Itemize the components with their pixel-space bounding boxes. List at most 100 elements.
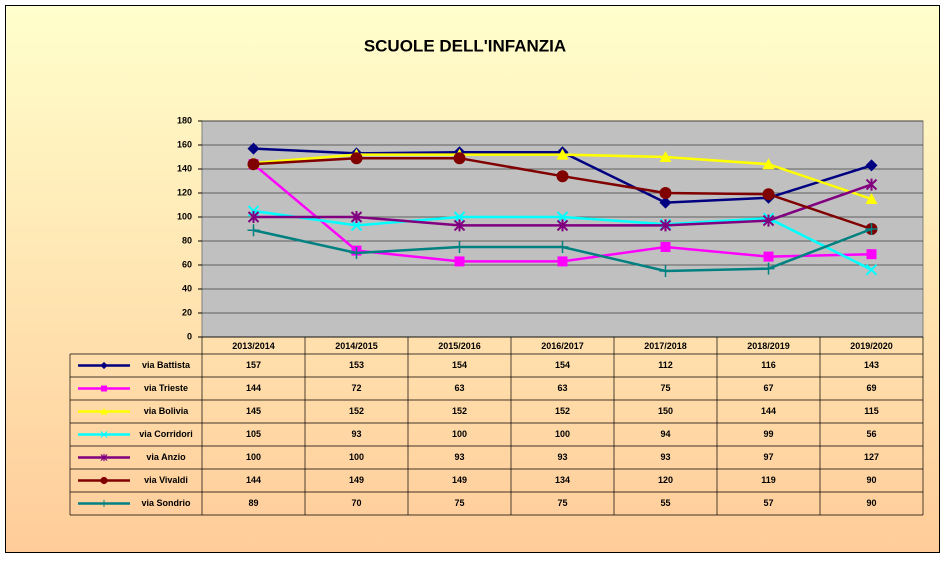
marker [763, 251, 774, 262]
x-tick-label: 2016/2017 [541, 341, 584, 351]
table-value: 69 [866, 383, 876, 393]
table-value: 100 [452, 429, 467, 439]
marker [659, 196, 672, 209]
marker [247, 224, 260, 237]
marker [865, 178, 878, 191]
y-tick-label: 100 [177, 211, 192, 221]
table-value: 75 [557, 498, 567, 508]
y-tick-label: 80 [182, 235, 192, 245]
marker [453, 152, 466, 165]
marker [557, 256, 568, 267]
table-value: 72 [351, 383, 361, 393]
legend-label: via Battista [142, 360, 191, 370]
legend-key-marker [101, 385, 107, 392]
marker [556, 170, 569, 183]
table-value: 145 [246, 406, 261, 416]
marker [659, 151, 672, 162]
legend-key-marker [100, 476, 108, 485]
table-value: 152 [555, 406, 570, 416]
table-value: 75 [660, 383, 670, 393]
table-value: 149 [452, 475, 467, 485]
table-value: 93 [351, 429, 361, 439]
table-value: 93 [557, 452, 567, 462]
table-value: 119 [761, 475, 776, 485]
x-tick-label: 2015/2016 [438, 341, 481, 351]
x-tick-label: 2018/2019 [747, 341, 790, 351]
chart-title: SCUOLE DELL'INFANZIA [364, 36, 566, 55]
y-tick-label: 180 [177, 115, 192, 125]
marker [866, 249, 877, 260]
table-value: 97 [763, 452, 773, 462]
legend-label: via Anzio [146, 452, 186, 462]
legend-label: via Corridori [139, 429, 193, 439]
marker [556, 211, 569, 223]
table-value: 120 [658, 475, 673, 485]
marker [762, 158, 775, 170]
table-value: 94 [660, 429, 670, 439]
marker [453, 211, 466, 223]
marker [247, 211, 260, 223]
table-value: 116 [761, 360, 776, 370]
table-value: 105 [246, 429, 261, 439]
table-value: 93 [454, 452, 464, 462]
table-value: 56 [866, 429, 876, 439]
y-tick-label: 20 [182, 307, 192, 317]
y-tick-label: 0 [187, 331, 192, 341]
table-value: 144 [246, 383, 261, 393]
marker [350, 247, 363, 259]
table-value: 154 [452, 360, 467, 370]
table-value: 70 [351, 498, 361, 508]
marker [247, 142, 260, 155]
marker [556, 219, 569, 232]
table-value: 134 [555, 475, 570, 485]
table-value: 143 [864, 360, 879, 370]
y-tick-label: 40 [182, 283, 192, 293]
table-value: 55 [660, 498, 670, 508]
legend-key-marker [100, 407, 108, 415]
y-tick-label: 120 [177, 187, 192, 197]
table-value: 93 [660, 452, 670, 462]
marker [865, 264, 878, 276]
table-value: 112 [658, 360, 673, 370]
legend-label: via Sondrio [141, 498, 191, 508]
table-value: 89 [248, 498, 258, 508]
marker [350, 211, 363, 223]
table-value: 149 [349, 475, 364, 485]
x-tick-label: 2017/2018 [644, 341, 687, 351]
x-tick-label: 2014/2015 [335, 341, 378, 351]
legend-key-marker [100, 499, 108, 508]
marker [453, 219, 466, 232]
legend-key-marker [100, 431, 108, 438]
table-value: 57 [763, 498, 773, 508]
table-value: 99 [763, 429, 773, 439]
table-value: 150 [658, 406, 673, 416]
marker [762, 262, 775, 275]
marker [660, 242, 671, 252]
y-tick-label: 160 [177, 139, 192, 149]
marker [556, 241, 569, 253]
marker [659, 265, 672, 277]
marker [659, 219, 672, 232]
legend-label: via Vivaldi [144, 475, 188, 485]
table-value: 152 [349, 406, 364, 416]
table-value: 63 [454, 383, 464, 393]
y-tick-label: 140 [177, 163, 192, 173]
marker [350, 152, 363, 165]
table-value: 127 [864, 452, 879, 462]
table-value: 153 [349, 360, 364, 370]
marker [659, 187, 672, 199]
table-value: 75 [454, 498, 464, 508]
legend-key-marker [100, 453, 108, 462]
table-value: 90 [866, 498, 876, 508]
marker [247, 158, 260, 171]
marker [556, 148, 569, 160]
y-tick-label: 60 [182, 259, 192, 269]
legend-label: via Trieste [144, 383, 188, 393]
marker [865, 159, 878, 172]
table-value: 90 [866, 475, 876, 485]
x-tick-label: 2019/2020 [850, 341, 893, 351]
marker [454, 256, 465, 267]
table-value: 152 [452, 406, 467, 416]
table-value: 115 [864, 406, 879, 416]
